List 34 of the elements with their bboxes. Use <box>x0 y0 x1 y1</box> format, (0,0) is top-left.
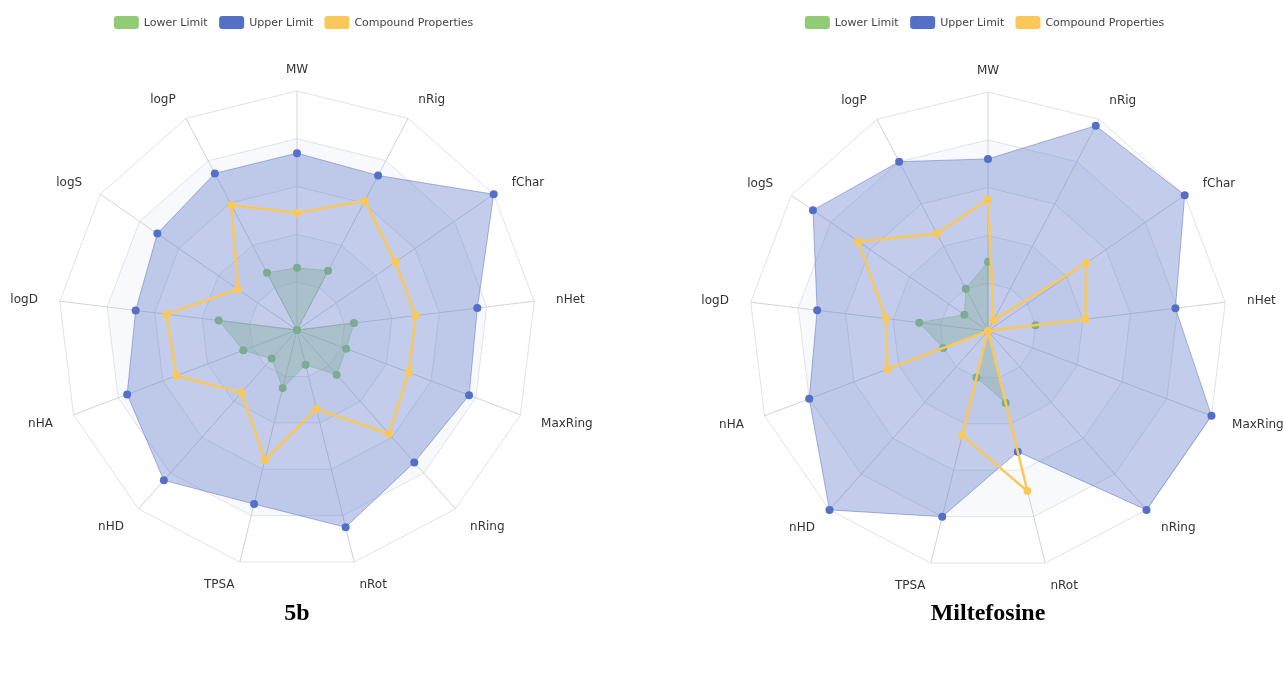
spoke-label: nHet <box>1247 292 1277 307</box>
spoke-label: TPSA <box>202 576 236 591</box>
spoke-label: nRig <box>1109 93 1137 108</box>
spoke-label: fChar <box>1202 175 1236 190</box>
spoke-label: logP <box>841 93 867 108</box>
spoke-label: TPSA <box>893 577 927 592</box>
spoke-label: nHD <box>98 518 124 533</box>
spoke-label: nRing <box>470 518 505 533</box>
spoke-label: nHA <box>719 416 745 431</box>
spoke-label: fChar <box>511 174 545 189</box>
spoke-label: logS <box>56 174 83 189</box>
spoke-label: logD <box>701 292 729 307</box>
spoke-label: nRing <box>1161 519 1196 534</box>
spoke-label: MaxRing <box>1232 416 1283 431</box>
legend-label: Upper Limit <box>940 15 1005 29</box>
spoke-label: MW <box>285 62 309 77</box>
spoke-label: logD <box>10 291 38 306</box>
spoke-label: nRig <box>418 92 446 107</box>
legend-label: Upper Limit <box>249 15 314 29</box>
spoke-label: MaxRing <box>541 415 593 430</box>
spoke-label: nHet <box>556 291 586 306</box>
spoke-label: logP <box>150 92 176 107</box>
legend-label: Lower Limit <box>834 15 900 29</box>
spoke-label: MW <box>976 63 1000 78</box>
legend-label: Lower Limit <box>143 15 209 29</box>
text: 5b <box>284 599 310 625</box>
legend-label: Compound Properties <box>354 15 474 29</box>
spoke-label: nRot <box>359 576 388 591</box>
spoke-label: nRot <box>1050 577 1079 592</box>
legend-label: Compound Properties <box>1045 15 1165 29</box>
spoke-label: nHD <box>789 519 815 534</box>
spoke-label: logS <box>747 175 774 190</box>
text: Miltefosine <box>930 599 1046 625</box>
spoke-label: nHA <box>28 415 54 430</box>
